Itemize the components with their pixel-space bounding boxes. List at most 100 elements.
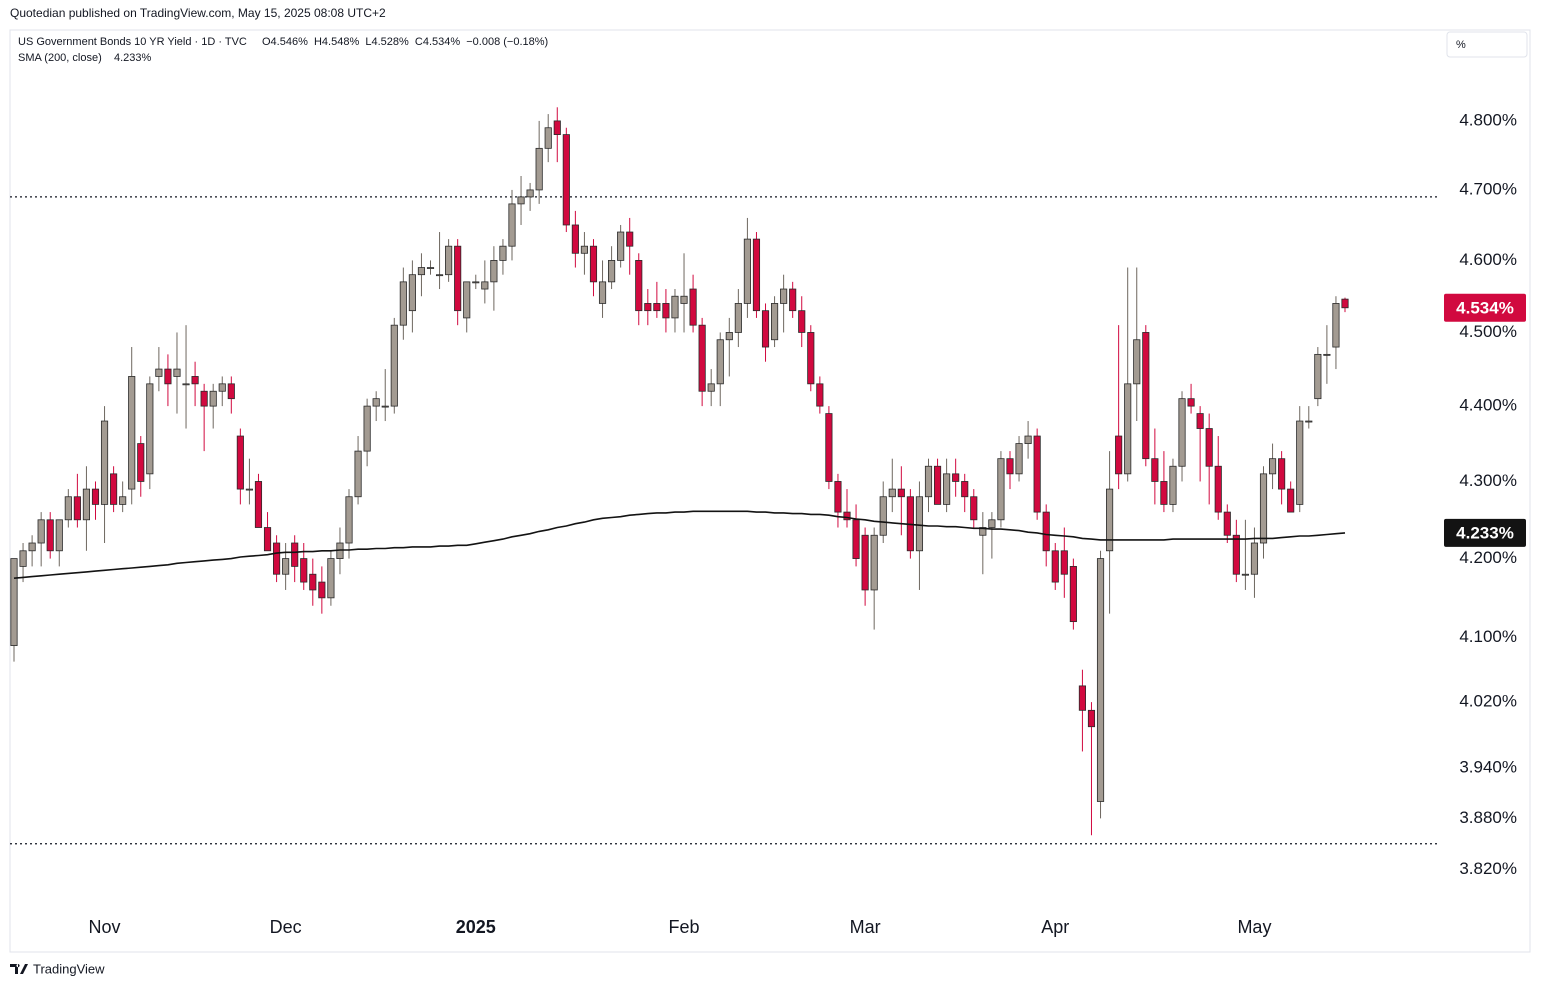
candle-body: [263, 527, 272, 552]
candle-body: [1133, 339, 1141, 385]
candle-body: [933, 465, 942, 505]
x-tick-label: Dec: [270, 917, 302, 937]
candle-body: [46, 519, 54, 552]
candle-body: [273, 542, 281, 575]
candle-body: [1060, 550, 1068, 575]
candle-body: [146, 383, 154, 475]
y-tick-label: 4.600%: [1459, 250, 1517, 269]
candle-body: [816, 383, 824, 407]
candle-body: [327, 558, 335, 599]
candle-body: [200, 390, 208, 407]
candle-body: [707, 383, 715, 392]
candle-body: [1006, 458, 1014, 475]
candle-body: [37, 519, 45, 544]
candle-body: [173, 368, 181, 377]
candle-body: [988, 519, 996, 528]
y-tick-label: 3.820%: [1459, 859, 1517, 878]
candle-body: [1051, 550, 1059, 583]
candle-body: [128, 376, 136, 490]
candle-body: [644, 303, 652, 312]
last-price-label: 4.534%: [1456, 298, 1514, 317]
candle-body: [408, 274, 416, 312]
candle-body: [771, 303, 779, 341]
candle-body: [227, 383, 235, 400]
candle-body: [55, 519, 63, 552]
sma-line: [13, 510, 1346, 579]
y-tick-label: 4.700%: [1459, 179, 1517, 198]
candle-body: [1341, 298, 1349, 309]
candle-body: [445, 245, 453, 276]
candle-body: [119, 496, 127, 505]
candle-body: [698, 324, 706, 392]
candle-body: [598, 281, 607, 304]
candle-body: [1124, 383, 1132, 475]
y-tick-label: 4.500%: [1459, 322, 1517, 341]
candle-body: [100, 420, 109, 505]
candle-body: [743, 238, 751, 304]
candle-body: [680, 295, 688, 304]
candle-body: [1078, 685, 1086, 711]
x-tick-label: May: [1237, 917, 1271, 937]
x-tick-label: Nov: [89, 917, 121, 937]
candle-body: [508, 203, 516, 247]
candle-body: [943, 473, 951, 505]
candle-body: [372, 398, 380, 407]
candle-body: [481, 281, 489, 290]
candle-body: [1223, 511, 1231, 536]
candle-body: [888, 488, 896, 498]
candle-body: [1087, 709, 1096, 728]
candle-body: [879, 496, 887, 536]
x-tick-label: 2025: [456, 917, 496, 937]
candle-body: [897, 488, 905, 498]
scale-button[interactable]: [1446, 31, 1528, 58]
candle-body: [254, 481, 263, 528]
candle-body: [734, 303, 742, 333]
candle-body: [28, 542, 36, 552]
candle-body: [689, 288, 697, 326]
candle-body: [137, 443, 145, 482]
candle-body: [553, 120, 561, 135]
candle-body: [191, 376, 199, 385]
candle-body: [617, 231, 625, 261]
candle-body: [1214, 465, 1222, 513]
candle-body: [164, 368, 172, 385]
publisher: Quotedian published on TradingView.com, …: [10, 6, 386, 20]
candle-body: [608, 260, 616, 283]
candle-body: [1232, 534, 1240, 575]
candle-body: [562, 134, 570, 226]
candle-body: [517, 196, 525, 205]
candle-body: [282, 558, 290, 575]
candle-body: [345, 496, 353, 544]
candle-body: [626, 231, 634, 247]
candle-body: [915, 496, 924, 552]
ohlc-text: O4.546% H4.548% L4.528% C4.534% −0.008 (…: [262, 36, 548, 48]
candle-body: [110, 473, 118, 505]
sma-label: 4.233%: [1456, 523, 1514, 542]
y-tick-label: 4.400%: [1459, 396, 1517, 415]
candle-body: [19, 550, 27, 567]
candle-body: [1169, 465, 1177, 505]
candle-body: [1106, 488, 1114, 552]
indicator-value: 4.233%: [114, 52, 152, 64]
candle-body: [952, 473, 960, 482]
candle-body: [1296, 420, 1304, 505]
candle-body: [1259, 473, 1268, 544]
sma-badge: [1444, 518, 1526, 547]
candle-body: [64, 496, 72, 521]
candle-body: [789, 288, 797, 312]
candle-body: [544, 127, 552, 149]
candle-body: [997, 458, 1005, 521]
candle-body: [653, 303, 661, 312]
candle-body: [10, 558, 18, 646]
candle-body: [91, 488, 100, 505]
candle-body: [870, 534, 878, 591]
candle-body: [209, 390, 217, 407]
candle-body: [1160, 481, 1168, 505]
footer-logo: [10, 964, 28, 974]
candle-body: [780, 288, 788, 304]
scale-button-label[interactable]: %: [1456, 39, 1466, 51]
candle-body: [1069, 565, 1077, 623]
candle-body: [1268, 458, 1277, 475]
candle-body: [1187, 398, 1195, 407]
